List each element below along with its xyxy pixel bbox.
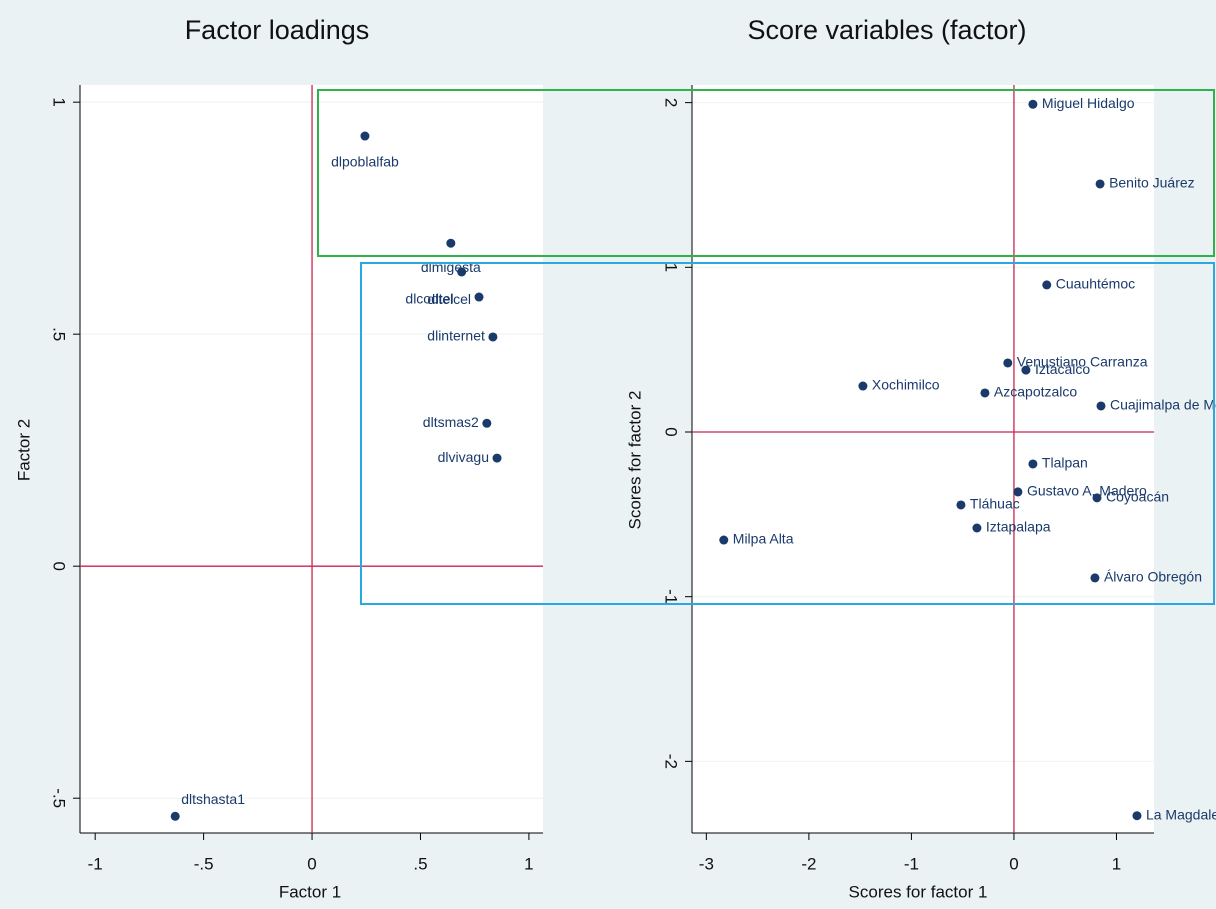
point	[1132, 811, 1142, 821]
point-label: Tláhuac	[970, 496, 1020, 512]
point-label: Xochimilco	[872, 377, 940, 393]
point	[858, 381, 868, 391]
x-tick-label: .5	[413, 854, 427, 873]
y-tick-label: -1	[662, 589, 681, 604]
y-axis-title: Scores for factor 2	[625, 391, 644, 530]
point-label: dlinternet	[427, 328, 485, 344]
point	[1090, 573, 1100, 583]
point-label: dlmigesta	[421, 259, 481, 275]
y-tick-label: -.5	[50, 788, 69, 808]
x-tick-label: 1	[524, 854, 533, 873]
y-tick-label: 0	[662, 427, 681, 436]
y-axis-title: Factor 2	[14, 419, 33, 481]
point-label: dlcodtel	[405, 291, 453, 307]
point	[980, 388, 990, 398]
point	[170, 811, 180, 821]
x-tick-label: -1	[904, 854, 919, 873]
point-label: Iztacalco	[1035, 361, 1090, 377]
y-tick-label: .5	[50, 327, 69, 341]
plot-area	[692, 85, 1154, 833]
x-tick-label: 1	[1112, 854, 1121, 873]
point	[972, 523, 982, 533]
point	[457, 267, 467, 277]
point-label: Milpa Alta	[733, 531, 794, 547]
point-label: dltsmas2	[423, 414, 479, 430]
point-label: Coyoacán	[1106, 489, 1169, 505]
point	[1013, 487, 1023, 497]
point-label: Tlalpan	[1042, 455, 1088, 471]
point	[1092, 493, 1102, 503]
highlight-box	[360, 262, 1215, 605]
point-label: Venustiano Carranza	[1017, 354, 1148, 370]
point-label: Benito Juárez	[1109, 175, 1195, 191]
x-tick-label: -1	[88, 854, 103, 873]
chart-title: Score variables (factor)	[747, 15, 1026, 45]
point	[1028, 99, 1038, 109]
x-tick-label: -2	[801, 854, 816, 873]
point-label: La Magdalena Contreras	[1146, 806, 1216, 822]
point-label: dltshasta1	[181, 791, 245, 807]
chart-title: Factor loadings	[185, 15, 370, 45]
point	[360, 131, 370, 141]
point-label: Miguel Hidalgo	[1042, 95, 1135, 111]
x-tick-label: 0	[307, 854, 316, 873]
point-label: Iztapalapa	[986, 519, 1051, 535]
point	[1096, 401, 1106, 411]
point-label: Cuauhtémoc	[1056, 276, 1135, 292]
y-tick-label: 2	[662, 98, 681, 107]
x-tick-label: -3	[699, 854, 714, 873]
point-label: Gustavo A. Madero	[1027, 483, 1147, 499]
point	[1042, 280, 1052, 290]
point	[492, 453, 502, 463]
point-label: dltelcel	[427, 291, 471, 307]
highlight-box	[317, 89, 1215, 257]
point	[1021, 365, 1031, 375]
point	[488, 332, 498, 342]
point-label: dlvivagu	[438, 449, 489, 465]
x-tick-label: -.5	[194, 854, 214, 873]
x-axis-title: Scores for factor 1	[849, 882, 988, 901]
point-label: Cuajimalpa de Morelos	[1110, 397, 1216, 413]
point-label: Álvaro Obregón	[1104, 569, 1202, 585]
x-tick-label: 0	[1009, 854, 1018, 873]
point	[474, 292, 484, 302]
point	[1095, 179, 1105, 189]
point-label: Azcapotzalco	[994, 384, 1077, 400]
point-label: dlpoblalfab	[331, 154, 399, 170]
y-tick-label: 1	[662, 263, 681, 272]
point	[446, 238, 456, 248]
y-tick-label: 1	[50, 97, 69, 106]
point	[1028, 459, 1038, 469]
point	[956, 500, 966, 510]
point	[719, 535, 729, 545]
x-axis-title: Factor 1	[279, 882, 341, 901]
point	[1003, 358, 1013, 368]
y-tick-label: 0	[50, 561, 69, 570]
y-tick-label: -2	[662, 754, 681, 769]
point	[482, 418, 492, 428]
